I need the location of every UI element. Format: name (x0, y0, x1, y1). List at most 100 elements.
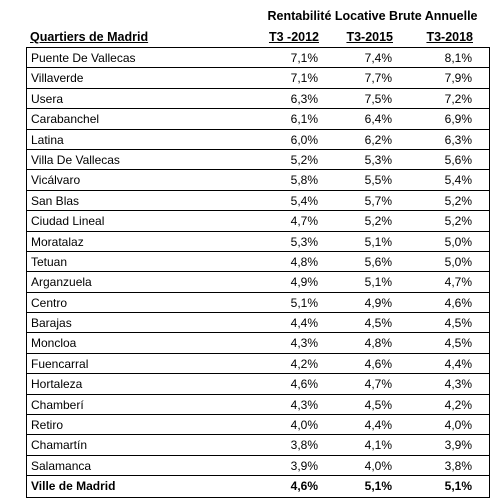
yield-value: 4,5% (444, 336, 472, 351)
yield-value: 4,7% (290, 214, 318, 229)
yield-value: 5,3% (290, 234, 318, 249)
yield-value: 5,1% (364, 275, 392, 290)
yield-value: 7,4% (364, 51, 392, 65)
yield-value: 7,1% (290, 51, 318, 65)
yield-value: 5,7% (364, 193, 392, 208)
yield-value: 5,8% (290, 173, 318, 188)
yield-value: 5,3% (364, 152, 392, 167)
table-row: San Blas 5,4% 5,7% 5,2% (27, 191, 489, 212)
table-row: Barajas 4,4% 4,5% 4,5% (27, 313, 489, 334)
yield-value: 4,3% (290, 336, 318, 351)
yield-value: 5,1% (364, 234, 392, 249)
table-row: Ciudad Lineal 4,7% 5,2% 5,2% (27, 211, 489, 232)
district-name: Chamartín (31, 438, 88, 453)
yield-value: 5,6% (364, 254, 392, 269)
yield-value: 3,9% (290, 458, 318, 473)
district-name: Chamberí (31, 397, 84, 412)
yield-value: 5,1% (290, 295, 318, 310)
yield-value: 5,2% (290, 152, 318, 167)
table-title: Rentabilité Locative Brute Annuelle (267, 9, 478, 23)
district-name: Retiro (31, 418, 64, 433)
table-row: Puente De Vallecas 7,1% 7,4% 8,1% (27, 48, 489, 69)
yield-value: 4,6% (290, 479, 318, 494)
yield-value: 8,1% (444, 51, 472, 65)
yield-value: 6,1% (290, 112, 318, 127)
yield-value: 5,2% (364, 214, 392, 229)
table-row: Centro 5,1% 4,9% 4,6% (27, 293, 489, 314)
yield-value: 6,9% (444, 112, 472, 127)
table-row: Chamberí 4,3% 4,5% 4,2% (27, 395, 489, 416)
table-row: Arganzuela 4,9% 5,1% 4,7% (27, 272, 489, 293)
district-name: Moratalaz (31, 234, 84, 249)
table-row: Villaverde 7,1% 7,7% 7,9% (27, 68, 489, 89)
district-name: Fuencarral (31, 356, 89, 371)
yield-value: 4,1% (364, 438, 392, 453)
district-name: San Blas (31, 193, 80, 208)
district-name: Puente De Vallecas (31, 51, 136, 65)
table-row: Fuencarral 4,2% 4,6% 4,4% (27, 354, 489, 375)
yield-value: 6,0% (290, 132, 318, 147)
yield-value: 7,2% (444, 91, 472, 106)
yield-value: 4,6% (444, 295, 472, 310)
yield-value: 5,4% (444, 173, 472, 188)
district-name: Ciudad Lineal (31, 214, 105, 229)
yield-value: 4,6% (364, 356, 392, 371)
column-header-name: Quartiers de Madrid (30, 30, 149, 44)
yield-value: 4,0% (290, 418, 318, 433)
district-name: Hortaleza (31, 377, 83, 392)
table-row: Retiro 4,0% 4,4% 4,0% (27, 415, 489, 436)
column-header: T3 -2012 (268, 30, 319, 44)
table-row: Tetuan 4,8% 5,6% 5,0% (27, 252, 489, 273)
yield-value: 4,7% (364, 377, 392, 392)
district-name: Carabanchel (31, 112, 100, 127)
yield-value: 4,4% (444, 356, 472, 371)
district-name: Moncloa (31, 336, 77, 351)
yield-value: 6,3% (290, 91, 318, 106)
yield-value: 4,4% (364, 418, 392, 433)
yield-value: 5,6% (444, 152, 472, 167)
column-header: T3-2015 (346, 30, 393, 44)
table-row: Carabanchel 6,1% 6,4% 6,9% (27, 109, 489, 130)
yield-value: 5,1% (364, 479, 392, 494)
district-name: Centro (31, 295, 68, 310)
yield-value: 4,3% (444, 377, 472, 392)
yield-value: 4,8% (364, 336, 392, 351)
yield-value: 4,5% (444, 316, 472, 331)
yield-value: 5,2% (444, 193, 472, 208)
table-row: Chamartín 3,8% 4,1% 3,9% (27, 435, 489, 456)
yield-value: 3,8% (444, 458, 472, 473)
yield-value: 4,6% (290, 377, 318, 392)
yield-value: 7,5% (364, 91, 392, 106)
table-row: Hortaleza 4,6% 4,7% 4,3% (27, 374, 489, 395)
yield-value: 4,7% (444, 275, 472, 290)
yield-value: 4,5% (364, 397, 392, 412)
district-name: Arganzuela (31, 275, 92, 290)
yield-value: 5,4% (290, 193, 318, 208)
district-name: Vicálvaro (31, 173, 81, 188)
yield-value: 4,9% (364, 295, 392, 310)
yield-value: 4,0% (444, 418, 472, 433)
yield-value: 4,4% (290, 316, 318, 331)
yield-value: 7,9% (444, 71, 472, 86)
district-name: Tetuan (31, 254, 68, 269)
yield-value: 6,4% (364, 112, 392, 127)
yield-value: 6,3% (444, 132, 472, 147)
district-name: Barajas (31, 316, 72, 331)
yield-value: 4,5% (364, 316, 392, 331)
yield-value: 5,0% (444, 234, 472, 249)
yield-value: 3,9% (444, 438, 472, 453)
yield-value: 5,2% (444, 214, 472, 229)
yield-value: 5,1% (444, 479, 472, 494)
table-row: Moratalaz 5,3% 5,1% 5,0% (27, 232, 489, 252)
yield-value: 7,1% (290, 71, 318, 86)
table-row: Vicálvaro 5,8% 5,5% 5,4% (27, 170, 489, 191)
district-name: Salamanca (31, 458, 92, 473)
yield-value: 4,3% (290, 397, 318, 412)
district-name: Villa De Vallecas (31, 152, 120, 167)
yield-value: 4,0% (364, 458, 392, 473)
yield-value: 7,7% (364, 71, 392, 86)
yield-value: 4,8% (290, 254, 318, 269)
yield-value: 4,2% (444, 397, 472, 412)
table-row: Moncloa 4,3% 4,8% 4,5% (27, 333, 489, 354)
